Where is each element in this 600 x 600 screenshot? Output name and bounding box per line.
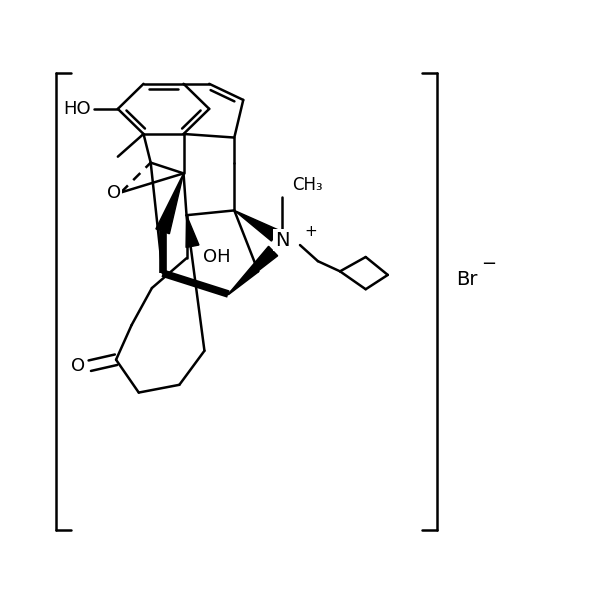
Polygon shape — [235, 211, 278, 241]
Text: +: + — [305, 224, 317, 239]
Polygon shape — [229, 246, 278, 294]
Polygon shape — [186, 215, 199, 247]
Text: −: − — [482, 255, 497, 273]
Text: N: N — [275, 231, 289, 250]
Text: OH: OH — [203, 248, 231, 266]
Text: O: O — [71, 356, 85, 374]
Text: O: O — [107, 184, 121, 202]
Text: Br: Br — [457, 269, 478, 289]
Polygon shape — [156, 173, 184, 234]
Text: CH₃: CH₃ — [292, 176, 323, 194]
Text: HO: HO — [64, 100, 91, 118]
